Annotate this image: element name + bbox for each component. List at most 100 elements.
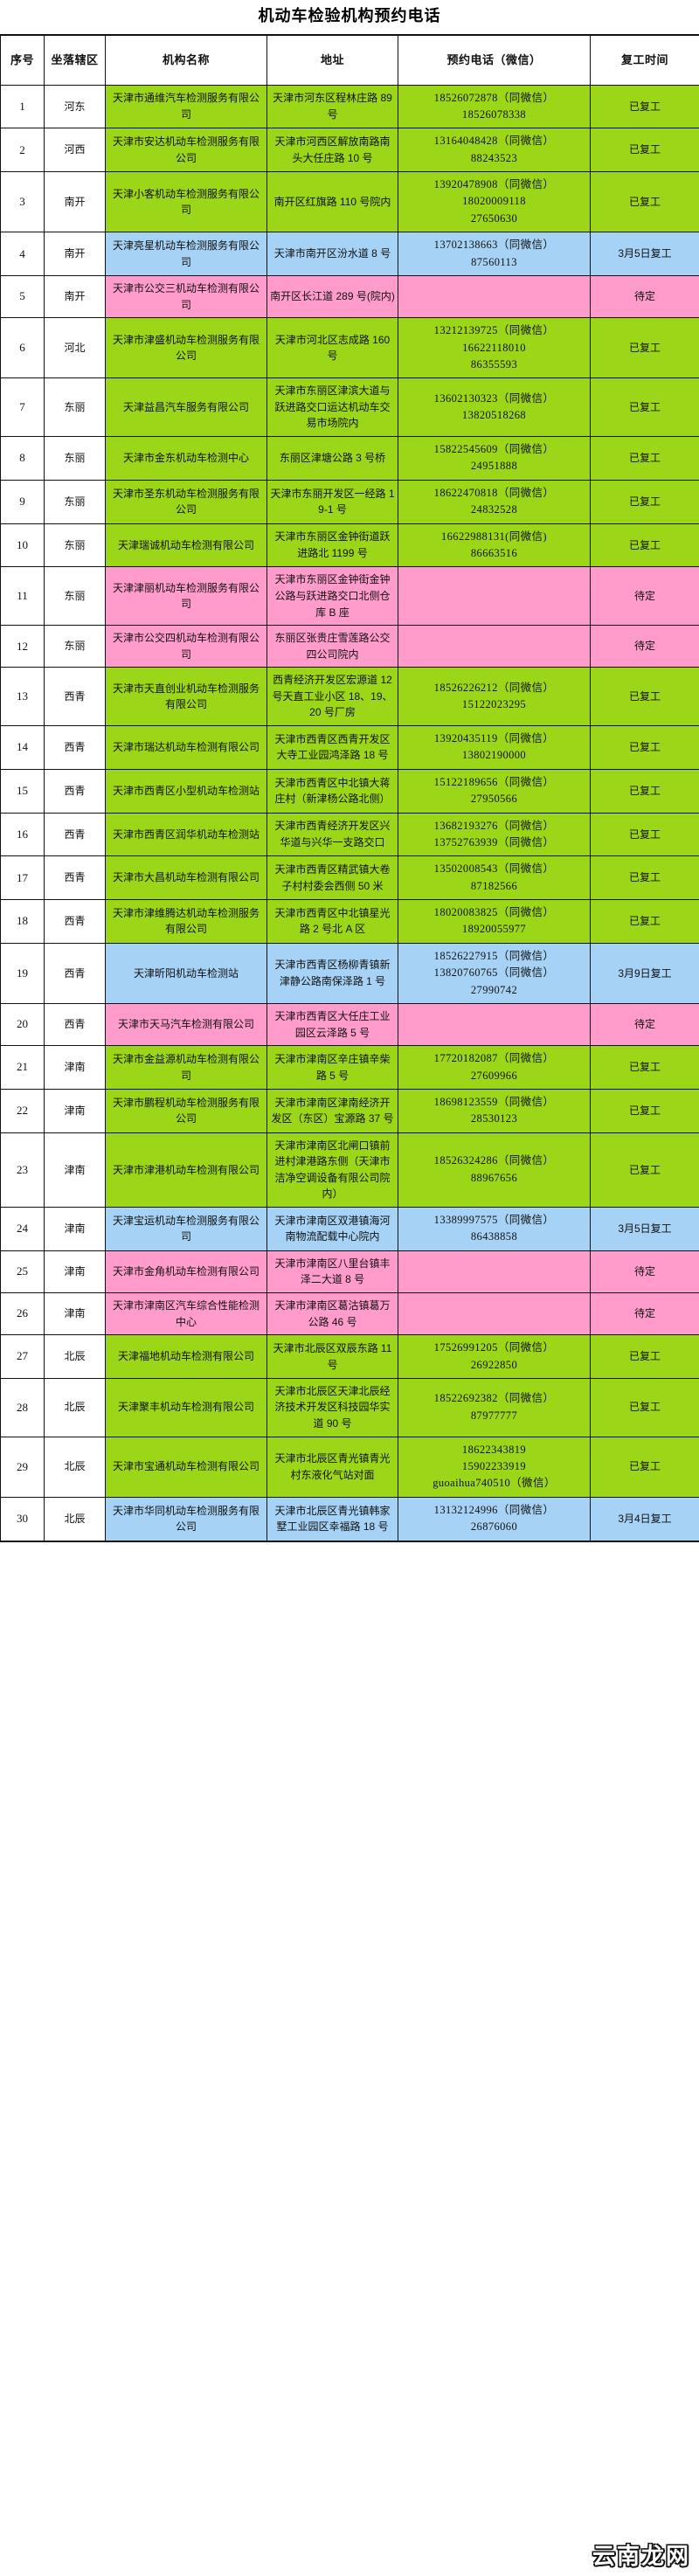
- cell-resume-time: 已复工: [590, 479, 699, 524]
- cell-index: 8: [0, 436, 45, 481]
- cell-resume-time: 待定: [590, 1002, 699, 1047]
- cell-address: 天津市北辰区天津北辰经济技术开发区科技园华实道 90 号: [266, 1377, 398, 1437]
- cell-resume-time: 待定: [590, 1250, 699, 1293]
- cell-resume-time: 待定: [590, 274, 699, 319]
- cell-phone: 18526227915（同微信） 13820760765（同微信） 27990742: [398, 942, 591, 1004]
- header-row: 序号 坐落辖区 机构名称 地址 预约电话（微信） 复工时间: [0, 34, 699, 86]
- cell-phone: [398, 274, 591, 319]
- cell-district: 东丽: [44, 377, 106, 438]
- cell-station-name: 天津津丽机动车检测服务有限公司: [105, 566, 267, 627]
- cell-index: 10: [0, 523, 45, 568]
- cell-district: 西青: [44, 1002, 106, 1047]
- cell-resume-time: 已复工: [590, 1377, 699, 1437]
- cell-phone: 18020083825（同微信） 18920055977: [398, 899, 591, 944]
- cell-phone: 16622988131(同微信) 86663516: [398, 523, 591, 568]
- cell-phone: 17720182087（同微信） 27609966: [398, 1045, 591, 1090]
- cell-resume-time: 已复工: [590, 1436, 699, 1498]
- cell-address: 天津市津南区辛庄镇辛柴路 5 号: [266, 1045, 398, 1090]
- phone-number: 26922850: [470, 1358, 518, 1371]
- cell-district: 西青: [44, 667, 106, 727]
- cell-address: 天津市津南区葛沽镇葛万公路 46 号: [266, 1291, 398, 1336]
- cell-district: 东丽: [44, 436, 106, 481]
- cell-phone: 13920478908（同微信） 18020009118 27650630: [398, 171, 591, 233]
- cell-index: 15: [0, 768, 45, 814]
- cell-district: 东丽: [44, 625, 106, 668]
- cell-district: 北辰: [44, 1334, 106, 1379]
- cell-resume-time: 已复工: [590, 667, 699, 727]
- cell-address: 天津市东丽区金钟街道跃进路北 1199 号: [266, 523, 398, 568]
- phone-number: 13602130323（同微信）: [433, 391, 555, 405]
- phone-number: 18020009118: [462, 195, 526, 208]
- cell-index: 9: [0, 479, 45, 524]
- cell-address: 天津市津南区北闸口镇前进村津港路东侧（天津市洁净空调设备有限公司院内）: [266, 1132, 398, 1208]
- cell-station-name: 天津市鹏程机动车检测服务有限公司: [105, 1088, 267, 1133]
- cell-station-name: 天津市大昌机动车检测有限公司: [105, 855, 267, 901]
- cell-index: 20: [0, 1002, 45, 1047]
- phone-number: 18622470818（同微信）: [433, 486, 555, 499]
- cell-index: 30: [0, 1496, 45, 1542]
- cell-index: 29: [0, 1436, 45, 1498]
- cell-address: 天津市南开区汾水道 8 号: [266, 232, 398, 276]
- phone-number: 13502008543（同微信）: [433, 862, 555, 876]
- cell-address: 天津市西青区精武镇大卷子村村委会西侧 50 米: [266, 855, 398, 901]
- table-row: 17 西青 天津市大昌机动车检测有限公司 天津市西青区精武镇大卷子村村委会西侧 50 …: [0, 855, 699, 901]
- cell-index: 3: [0, 171, 45, 233]
- cell-index: 24: [0, 1207, 45, 1251]
- table-row: 3 南开 天津小客机动车检测服务有限公司 南开区红旗路 110 号院内 13920478…: [0, 171, 699, 233]
- cell-station-name: 天津市津南区汽车综合性能检测中心: [105, 1291, 267, 1336]
- phone-number: 27609966: [470, 1069, 518, 1082]
- phone-number: 18526078338: [461, 107, 527, 121]
- cell-address: 天津市河北区志成路 160 号: [266, 317, 398, 379]
- cell-station-name: 天津福地机动车检测有限公司: [105, 1334, 267, 1379]
- cell-address: 西青经济开发区宏源道 12 号天直工业小区 18、19、20 号厂房: [266, 667, 398, 727]
- cell-district: 北辰: [44, 1377, 106, 1437]
- column-header-phone: 预约电话（微信）: [398, 34, 591, 86]
- cell-address: 天津市西青区西青开发区大寺工业园鸿泽路 18 号: [266, 725, 398, 770]
- phone-number: 17526991205（同微信）: [433, 1341, 555, 1354]
- table-row: 12 东丽 天津市公交四机动车检测有限公司 东丽区张贵庄雪莲路公交四公司院内 待定: [0, 625, 699, 668]
- phone-number: 13752763939（同微信）: [433, 835, 555, 848]
- cell-station-name: 天津市公交四机动车检测有限公司: [105, 625, 267, 668]
- cell-station-name: 天津市金东机动车检测中心: [105, 436, 267, 481]
- cell-phone: 13212139725（同微信） 16622118010 86355593: [398, 317, 591, 379]
- cell-index: 7: [0, 377, 45, 438]
- phone-number: 13820518268: [461, 409, 527, 422]
- phone-number: 26876060: [470, 1520, 518, 1534]
- cell-resume-time: 已复工: [590, 812, 699, 857]
- inspection-stations-table: 序号 坐落辖区 机构名称 地址 预约电话（微信） 复工时间 1 河东 天津市通维汽车…: [0, 33, 699, 1542]
- table-row: 16 西青 天津市西青区润华机动车检测站 天津市西青经济开发区兴华道与兴华一支路交口 1…: [0, 812, 699, 857]
- cell-index: 13: [0, 667, 45, 727]
- phone-number: 15122023295: [461, 698, 527, 711]
- cell-station-name: 天津市西青区润华机动车检测站: [105, 812, 267, 857]
- cell-phone: [398, 1002, 591, 1047]
- cell-district: 津南: [44, 1291, 106, 1336]
- phone-number: 18920055977: [461, 923, 527, 936]
- cell-phone: 13132124996（同微信） 26876060: [398, 1496, 591, 1542]
- cell-address: 天津市津南区双港镇海河南物流配载中心院内: [266, 1207, 398, 1251]
- cell-station-name: 天津聚丰机动车检测有限公司: [105, 1377, 267, 1437]
- table-row: 6 河北 天津市津盛机动车检测服务有限公司 天津市河北区志成路 160 号 132121…: [0, 317, 699, 379]
- cell-district: 北辰: [44, 1496, 106, 1542]
- cell-index: 16: [0, 812, 45, 857]
- cell-index: 18: [0, 899, 45, 944]
- cell-phone: 15122189656（同微信） 27950566: [398, 768, 591, 814]
- cell-station-name: 天津市津盛机动车检测服务有限公司: [105, 317, 267, 379]
- phone-number: 13920435119（同微信）: [433, 732, 555, 745]
- cell-resume-time: 已复工: [590, 1334, 699, 1379]
- cell-index: 1: [0, 84, 45, 129]
- cell-index: 4: [0, 232, 45, 276]
- cell-station-name: 天津市公交三机动车检测有限公司: [105, 274, 267, 319]
- cell-resume-time: 已复工: [590, 855, 699, 901]
- cell-index: 11: [0, 566, 45, 627]
- phone-number: 18020083825（同微信）: [433, 906, 555, 919]
- cell-address: 天津市北辰区双辰东路 11 号: [266, 1334, 398, 1379]
- cell-station-name: 天津市圣东机动车检测服务有限公司: [105, 479, 267, 524]
- cell-phone: 15822545609（同微信） 24951888: [398, 436, 591, 481]
- cell-phone: 13164048428（同微信） 88243523: [398, 128, 591, 173]
- phone-number: 13164048428（同微信）: [433, 135, 555, 148]
- phone-number: 13212139725（同微信）: [433, 324, 555, 337]
- cell-resume-time: 3月5日复工: [590, 1207, 699, 1251]
- cell-phone: 18522692382（同微信） 87977777: [398, 1377, 591, 1437]
- cell-resume-time: 已复工: [590, 523, 699, 568]
